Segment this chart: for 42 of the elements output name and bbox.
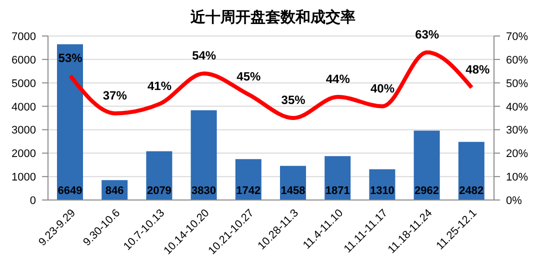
y-tick-label: 6000 <box>12 54 36 66</box>
data-label: 48% <box>466 62 490 77</box>
data-label: 37% <box>102 88 128 102</box>
data-label: 41% <box>147 78 172 93</box>
bar <box>414 130 440 200</box>
y-tick-label: 5000 <box>12 78 36 90</box>
data-label: 53% <box>58 50 83 65</box>
data-label: 44% <box>326 72 350 86</box>
data-label: 35% <box>281 93 306 107</box>
y2-tick-label: 10% <box>506 172 528 184</box>
data-label: 1458 <box>280 185 306 197</box>
data-label: 6649 <box>58 185 82 197</box>
data-label: 54% <box>192 48 216 62</box>
data-label: 3830 <box>192 185 216 197</box>
y2-tick-label: 60% <box>506 54 528 66</box>
data-label: 1310 <box>370 185 394 197</box>
bar <box>190 110 217 200</box>
data-label: 2079 <box>146 185 172 197</box>
bar <box>57 44 83 200</box>
data-label: 1871 <box>325 185 350 197</box>
data-label: 846 <box>105 185 124 197</box>
y-tick-label: 7000 <box>12 31 36 43</box>
y2-tick-label: 20% <box>506 148 528 160</box>
y2-tick-label: 30% <box>506 124 528 137</box>
y-tick-label: 3000 <box>12 124 36 137</box>
data-label: 63% <box>415 27 440 42</box>
chart-title: 近十周开盘套数和成交率 <box>190 8 356 26</box>
y-tick-label: 1000 <box>12 172 36 184</box>
bar <box>324 156 351 200</box>
y2-tick-label: 40% <box>506 101 528 114</box>
data-label: 1742 <box>236 185 261 197</box>
data-label: 40% <box>370 81 395 96</box>
y2-tick-label: 0% <box>506 195 522 207</box>
y2-tick-label: 70% <box>506 31 528 43</box>
y-tick-label: 0 <box>30 195 36 207</box>
data-label: 2962 <box>414 185 440 197</box>
bar <box>458 142 484 200</box>
data-label: 2482 <box>459 185 484 197</box>
y-tick-label: 2000 <box>12 148 36 160</box>
data-label: 45% <box>236 70 262 84</box>
y-tick-label: 4000 <box>12 101 36 114</box>
y2-tick-label: 50% <box>506 78 528 90</box>
